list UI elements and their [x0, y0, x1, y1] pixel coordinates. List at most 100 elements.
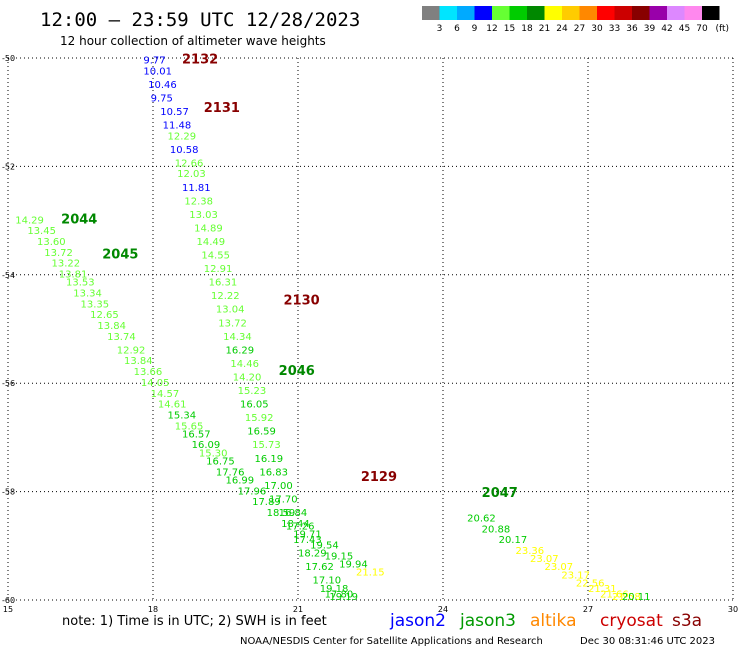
legend-bin-label: 18	[521, 24, 533, 34]
footer-note: note: 1) Time is in UTC; 2) SWH is in fe…	[62, 614, 327, 629]
legend-swatch	[474, 6, 492, 20]
wave-height-label: 16.75	[206, 457, 235, 468]
wave-height-label: 10.46	[148, 80, 177, 91]
x-tick-label: 21	[293, 605, 303, 614]
wave-height-label: 13.03	[189, 210, 218, 221]
wave-height-label: 13.74	[107, 332, 136, 343]
wave-height-label: 15.23	[238, 386, 267, 397]
wave-height-label: 12.03	[177, 169, 206, 180]
wave-height-label: 11.48	[163, 120, 192, 131]
wave-height-label: 17.70	[269, 494, 298, 505]
wave-height-label: 13.60	[37, 237, 66, 248]
wave-height-label: 12.22	[211, 291, 240, 302]
legend-bin-label: 30	[591, 24, 603, 34]
wave-height-label: 17.89	[252, 497, 281, 508]
wave-height-label: 10.58	[170, 145, 199, 156]
legend-bin-label: 33	[609, 24, 620, 34]
wave-height-label: 16.09	[192, 440, 221, 451]
wave-height-label: 20.62	[467, 513, 496, 524]
wave-height-label: 16.19	[255, 454, 284, 465]
legend-bin-label: 3	[437, 24, 443, 34]
chart-title: 12:00 — 23:59 UTC 12/28/2023	[40, 9, 360, 31]
wave-height-label: 16.05	[240, 400, 269, 411]
wave-height-label: 13.84	[124, 356, 153, 367]
legend-bin-label: 42	[661, 24, 672, 34]
satellite-name: jason3	[459, 611, 516, 631]
wave-height-label: 13.72	[218, 318, 247, 329]
footer-credit: NOAA/NESDIS Center for Satellite Applica…	[240, 636, 543, 647]
wave-height-label: 16.57	[182, 429, 211, 440]
legend-swatch	[632, 6, 650, 20]
wave-height-label: 13.45	[27, 226, 56, 237]
legend-swatch	[614, 6, 632, 20]
wave-height-label: 14.46	[230, 359, 259, 370]
legend-swatch	[457, 6, 475, 20]
satellite-name: jason2	[389, 611, 446, 631]
legend-bin-label: 39	[644, 24, 656, 34]
legend-bin-label: 21	[539, 24, 550, 34]
wave-height-label: 15.73	[252, 440, 281, 451]
wave-height-label: 16.84	[279, 508, 308, 519]
legend-swatch	[579, 6, 597, 20]
wave-height-label: 12.38	[184, 196, 213, 207]
pass-label: 2046	[279, 364, 315, 379]
wave-height-label: 13.53	[66, 278, 95, 289]
wave-height-label: 14.05	[141, 378, 170, 389]
pass-label: 2047	[482, 486, 518, 501]
legend-swatch	[527, 6, 545, 20]
satellite-legend: jason2 jason3 altika cryosat s3a	[389, 611, 702, 631]
wave-height-label: 13.66	[134, 367, 163, 378]
legend-bin-label: 36	[626, 24, 638, 34]
wave-height-label: 23.36	[516, 546, 545, 557]
legend-swatch	[544, 6, 562, 20]
legend-bin-label: 45	[679, 24, 690, 34]
legend-bin-label: 24	[556, 24, 568, 34]
footer-timestamp: Dec 30 08:31:46 UTC 2023	[580, 636, 715, 647]
y-tick-label: -60	[2, 596, 15, 605]
y-tick-label: -56	[2, 379, 15, 388]
legend-unit: (ft)	[716, 24, 730, 34]
pass-labels: 2132 2131 2130 2129 2044 2045 2046 2047	[61, 52, 518, 501]
wave-height-label: 23.17	[561, 570, 590, 581]
pass-label: 2129	[361, 470, 397, 485]
wave-height-label: 15.92	[245, 413, 274, 424]
legend-bin-label: 6	[454, 24, 460, 34]
wave-height-label: 17.26	[286, 522, 315, 533]
wave-height-label: 21.58	[612, 592, 641, 603]
wave-height-label: 12.66	[175, 158, 204, 169]
wave-height-label: 16.59	[247, 427, 276, 438]
wave-height-label: 14.61	[158, 400, 187, 411]
grid	[7, 57, 734, 601]
pass-label: 2131	[204, 101, 240, 116]
wave-height-label: 14.49	[197, 237, 226, 248]
legend-swatch	[439, 6, 457, 20]
wave-height-label: 17.76	[216, 467, 245, 478]
wave-height-label: 12.91	[204, 264, 233, 275]
wave-height-label: 16.83	[259, 467, 288, 478]
legend-swatch	[702, 6, 720, 20]
wave-height-label: 14.34	[223, 332, 252, 343]
wave-height-label: 22.56	[576, 578, 605, 589]
wave-height-label: 10.57	[160, 107, 189, 118]
legend-swatch	[492, 6, 510, 20]
legend-swatch	[597, 6, 615, 20]
wave-height-label: 15.30	[199, 448, 228, 459]
y-tick-label: -54	[2, 271, 15, 280]
wave-height-label: 13.35	[81, 299, 110, 310]
wave-height-label: 20.17	[499, 535, 528, 546]
wave-height-label: 15.65	[175, 421, 204, 432]
wave-height-label: 16.29	[226, 345, 255, 356]
wave-height-label: 18.59	[267, 508, 296, 519]
wave-height-label: 19.54	[310, 541, 339, 552]
wave-height-label: 21.15	[356, 568, 385, 579]
wave-height-label: 17.96	[238, 486, 267, 497]
color-legend: 3 6 9 12 15 18 21 24 27 30 33 36 39 42 45 70 (ft)	[422, 6, 729, 34]
wave-height-label: 15.34	[168, 410, 197, 421]
x-tick-label: 15	[3, 605, 13, 614]
y-tick-label: -52	[2, 162, 15, 171]
wave-height-label: 12.92	[117, 345, 146, 356]
pass-label: 2132	[182, 52, 218, 67]
wave-height-label: 14.20	[233, 372, 262, 383]
wave-height-label: 12.29	[168, 131, 197, 142]
legend-swatch	[649, 6, 667, 20]
